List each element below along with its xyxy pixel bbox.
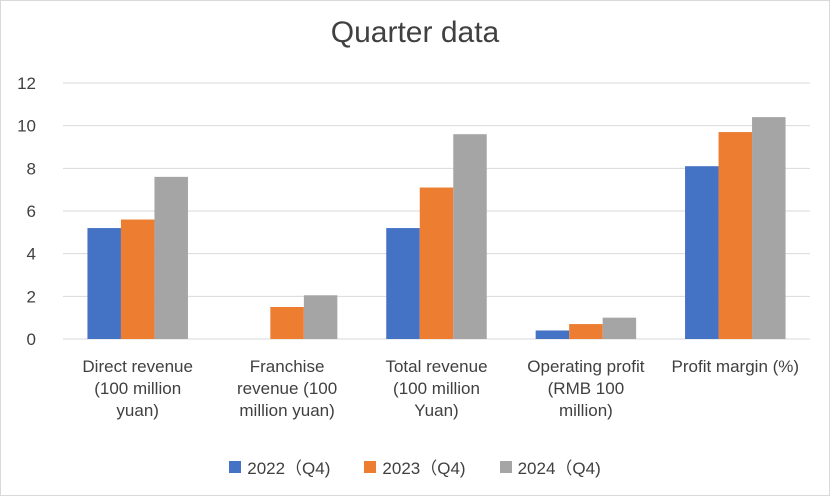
bar-2-2 (270, 307, 304, 339)
x-category-label: yuan) (116, 401, 159, 420)
x-category-label: (100 million (393, 379, 480, 398)
x-category-label: million) (559, 401, 613, 420)
bar-2-1 (120, 219, 155, 339)
x-category-label: Total revenue (385, 357, 487, 376)
bar-3-4 (602, 317, 637, 339)
x-category-label: (100 million (94, 379, 181, 398)
bar-3-2 (303, 295, 338, 339)
legend-label: 2024（Q4) (517, 459, 601, 478)
x-category-label: Profit margin (%) (672, 357, 800, 376)
bar-2-3 (419, 187, 454, 339)
bar-1-1 (87, 228, 121, 339)
bar-3-3 (453, 134, 487, 339)
bar-1-5 (685, 166, 719, 339)
legend-item: 2023（Q4) (364, 454, 466, 479)
bar-3-5 (752, 117, 786, 339)
y-tick-label: 12 (17, 74, 36, 93)
x-category-label: Direct revenue (82, 357, 193, 376)
legend-swatch (499, 460, 512, 473)
x-category-label: Operating profit (527, 357, 644, 376)
chart-legend: 2022（Q4) 2023（Q4) 2024（Q4) (0, 454, 830, 479)
legend-label: 2023（Q4) (382, 459, 466, 478)
legend-swatch (229, 460, 242, 473)
x-category-label: Yuan) (414, 401, 458, 420)
y-tick-label: 8 (27, 159, 36, 178)
x-category-label: (RMB 100 (548, 379, 625, 398)
legend-item: 2024（Q4) (499, 454, 601, 479)
x-category-label: revenue (100 (237, 379, 337, 398)
x-category-label: million yuan) (239, 401, 334, 420)
bar-2-5 (718, 132, 753, 339)
legend-label: 2022（Q4) (247, 459, 331, 478)
legend-item: 2022（Q4) (229, 454, 330, 479)
y-tick-label: 4 (27, 245, 36, 264)
bar-1-4 (535, 330, 570, 339)
y-tick-label: 10 (17, 117, 36, 136)
bar-2-4 (569, 324, 603, 339)
y-tick-label: 0 (27, 330, 36, 349)
bar-3-1 (154, 176, 188, 339)
bar-1-3 (386, 228, 420, 339)
chart-title: Quarter data (330, 16, 500, 49)
legend-swatch (364, 460, 377, 473)
y-tick-label: 6 (27, 202, 36, 221)
y-tick-label: 2 (27, 287, 36, 306)
x-category-label: Franchise (250, 357, 325, 376)
